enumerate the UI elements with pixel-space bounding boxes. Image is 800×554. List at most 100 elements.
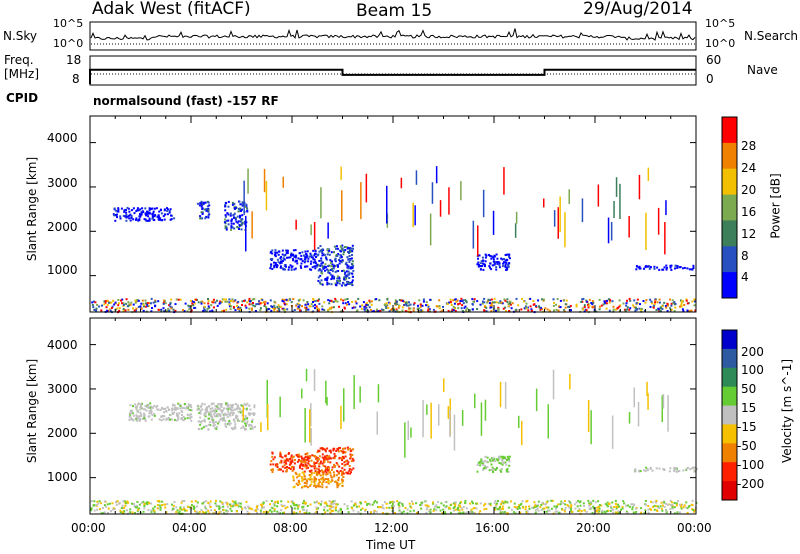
echo-point (350, 471, 352, 474)
echo-point (504, 261, 507, 264)
echo-point (106, 299, 109, 302)
echo-point (394, 302, 396, 305)
echo-point (352, 269, 355, 272)
echo-point (231, 505, 234, 508)
echo-point (138, 415, 141, 418)
echo-point (680, 299, 682, 302)
echo-point (182, 506, 185, 509)
echo-point (331, 275, 334, 278)
echo-point (292, 259, 295, 262)
echo-point (174, 303, 177, 306)
echo-point (493, 260, 496, 263)
echo-point (544, 307, 547, 310)
echo-point (342, 299, 345, 302)
echo-point (313, 472, 316, 474)
echo-point (433, 508, 436, 511)
echo-point (253, 412, 256, 415)
echo-point (234, 299, 237, 302)
echo-point (349, 450, 352, 453)
echo-point (189, 416, 192, 419)
echo-point (164, 506, 167, 509)
echo-point (652, 306, 655, 309)
echo-point (365, 302, 368, 305)
xtick-1: 04:00 (172, 521, 207, 535)
echo-point (283, 459, 286, 462)
echo-point (370, 303, 373, 306)
echo-point (246, 207, 249, 210)
echo-point (296, 454, 299, 457)
echo-point (287, 268, 290, 271)
echo-point (121, 504, 124, 507)
echo-point (100, 512, 103, 515)
echo-point (316, 451, 319, 454)
echo-point (371, 503, 374, 506)
echo-point (394, 299, 397, 302)
echo-point (582, 308, 584, 311)
echo-point (537, 509, 540, 512)
echo-point (117, 304, 120, 307)
echo-point (495, 301, 498, 304)
echo-point (490, 463, 493, 466)
echo-point (151, 307, 153, 309)
echo-point (324, 269, 326, 272)
echo-point (543, 507, 546, 510)
echo-point (398, 501, 401, 504)
echo-point (303, 473, 306, 476)
echo-point (349, 457, 352, 460)
echo-point (694, 466, 697, 469)
echo-point (319, 269, 322, 271)
echo-point (218, 511, 221, 514)
echo-point (113, 214, 116, 217)
echo-point (283, 302, 286, 305)
echo-point (669, 499, 672, 502)
echo-point (501, 459, 504, 461)
echo-point (262, 511, 265, 513)
echo-point (340, 256, 343, 259)
echo-point (297, 474, 300, 477)
echo-point (235, 502, 237, 505)
echo-point (171, 409, 174, 412)
echo-point (169, 301, 172, 304)
echo-point (681, 308, 684, 311)
echo-point (452, 305, 455, 308)
echo-point (320, 259, 323, 262)
echo-point (328, 282, 331, 285)
echo-point (145, 213, 147, 216)
echo-point (532, 303, 535, 306)
echo-point (327, 251, 330, 254)
echo-point (302, 508, 305, 511)
echo-point (204, 309, 207, 312)
echo-point (326, 277, 329, 280)
echo-point (435, 509, 438, 512)
echo-point (351, 507, 354, 510)
echo-point (142, 303, 145, 306)
echo-point (231, 500, 234, 503)
echo-point (142, 211, 145, 214)
echo-point (166, 503, 169, 506)
echo-point (135, 415, 138, 418)
echo-point (408, 301, 410, 304)
echo-streak (521, 420, 523, 446)
echo-point (230, 222, 233, 225)
echo-point (279, 257, 282, 260)
echo-point (644, 509, 647, 512)
echo-point (334, 480, 337, 483)
echo-point (331, 270, 334, 273)
nave-right-tick-bottom: 0 (706, 72, 714, 86)
echo-point (151, 217, 154, 220)
echo-point (201, 211, 204, 214)
echo-point (239, 203, 242, 206)
echo-point (241, 204, 244, 207)
echo-point (510, 508, 513, 511)
echo-point (298, 304, 301, 307)
echo-point (227, 219, 230, 222)
echo-streak (365, 173, 368, 203)
echo-point (662, 468, 665, 471)
echo-point (507, 305, 510, 308)
echo-point (329, 259, 332, 262)
echo-point (488, 458, 491, 461)
echo-point (154, 300, 157, 303)
echo-point (276, 310, 279, 313)
echo-point (349, 453, 352, 456)
echo-point (325, 467, 327, 469)
